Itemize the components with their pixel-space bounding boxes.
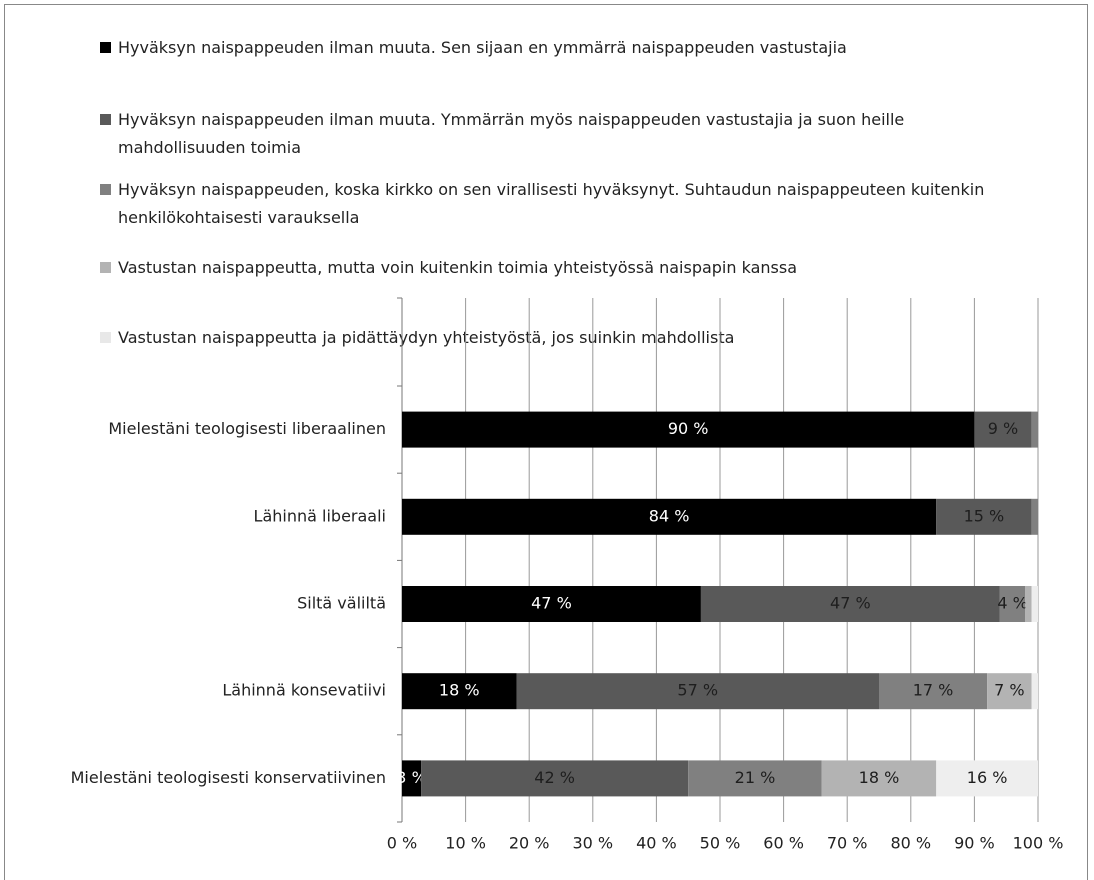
x-tick-label: 0 % — [387, 834, 417, 853]
legend-swatch — [100, 42, 111, 53]
x-tick-label: 100 % — [1013, 834, 1064, 853]
legend-label: Vastustan naispappeutta, mutta voin kuit… — [118, 258, 798, 277]
bar-segment — [1031, 673, 1038, 710]
data-label: 18 % — [859, 768, 900, 787]
x-tick-label: 80 % — [890, 834, 931, 853]
legend-swatch — [100, 184, 111, 195]
bar-segment — [987, 673, 1032, 710]
data-label: 7 % — [994, 681, 1024, 700]
bar-segment — [1031, 411, 1038, 448]
bar-segment — [402, 760, 422, 797]
bar-segment — [402, 498, 937, 535]
x-tick-label: 40 % — [636, 834, 677, 853]
x-tick-label: 50 % — [700, 834, 741, 853]
legend-item: Hyväksyn naispappeuden ilman muuta. Sen … — [100, 34, 1030, 62]
legend-label: Hyväksyn naispappeuden, koska kirkko on … — [118, 180, 985, 227]
bar-segment — [1031, 498, 1038, 535]
bar-segment — [402, 411, 975, 448]
bar-segment — [421, 760, 689, 797]
bar-segment — [700, 586, 1000, 622]
bar-segment — [879, 673, 988, 710]
data-label: 90 % — [668, 419, 709, 438]
bar-segment — [1031, 586, 1038, 622]
data-label: 15 % — [964, 506, 1005, 525]
bar-segment — [402, 673, 517, 710]
x-tick-label: 20 % — [509, 834, 550, 853]
data-label: 42 % — [534, 768, 575, 787]
x-tick-label: 30 % — [572, 834, 613, 853]
legend-label: Hyväksyn naispappeuden ilman muuta. Sen … — [118, 38, 847, 57]
legend-item: Hyväksyn naispappeuden ilman muuta. Ymmä… — [100, 106, 1030, 162]
y-tick-label: Mielestäni teologisesti liberaalinen — [108, 419, 386, 438]
y-tick-label: Lähinnä konsevatiivi — [222, 681, 386, 700]
bar-segment — [936, 498, 1032, 535]
legend-swatch — [100, 262, 111, 273]
data-label: 4 % — [997, 594, 1027, 613]
legend-swatch — [100, 114, 111, 125]
bar-segment — [936, 760, 1038, 797]
data-label: 9 % — [988, 419, 1018, 438]
bar-segment — [516, 673, 879, 710]
y-tick-label: Mielestäni teologisesti konservatiivinen — [71, 768, 386, 787]
x-tick-label: 70 % — [827, 834, 868, 853]
bar-segment — [688, 760, 822, 797]
x-tick-label: 90 % — [954, 834, 995, 853]
bar-segment — [402, 586, 701, 622]
x-tick-label: 10 % — [445, 834, 486, 853]
y-tick-label: Lähinnä liberaali — [254, 506, 386, 525]
data-label: 84 % — [649, 506, 690, 525]
data-label: 47 % — [830, 594, 871, 613]
data-label: 47 % — [531, 594, 572, 613]
legend-item: Vastustan naispappeutta ja pidättäydyn y… — [100, 324, 1030, 352]
legend-item: Hyväksyn naispappeuden, koska kirkko on … — [100, 176, 1030, 232]
data-label: 18 % — [439, 681, 480, 700]
legend-swatch — [100, 332, 111, 343]
legend-label: Vastustan naispappeutta ja pidättäydyn y… — [118, 328, 735, 347]
bar-segment — [974, 411, 1032, 448]
data-label: 16 % — [967, 768, 1008, 787]
legend-item: Vastustan naispappeutta, mutta voin kuit… — [100, 254, 1030, 282]
data-label: 17 % — [913, 681, 954, 700]
y-tick-label: Siltä väliltä — [297, 594, 386, 613]
bar-segment — [1025, 586, 1032, 622]
data-label: 3 % — [396, 768, 426, 787]
legend-label: Hyväksyn naispappeuden ilman muuta. Ymmä… — [118, 110, 905, 157]
data-label: 57 % — [677, 681, 718, 700]
bar-segment — [821, 760, 937, 797]
data-label: 21 % — [735, 768, 776, 787]
frame — [4, 4, 1088, 880]
x-tick-label: 60 % — [763, 834, 804, 853]
bar-segment — [999, 586, 1026, 622]
